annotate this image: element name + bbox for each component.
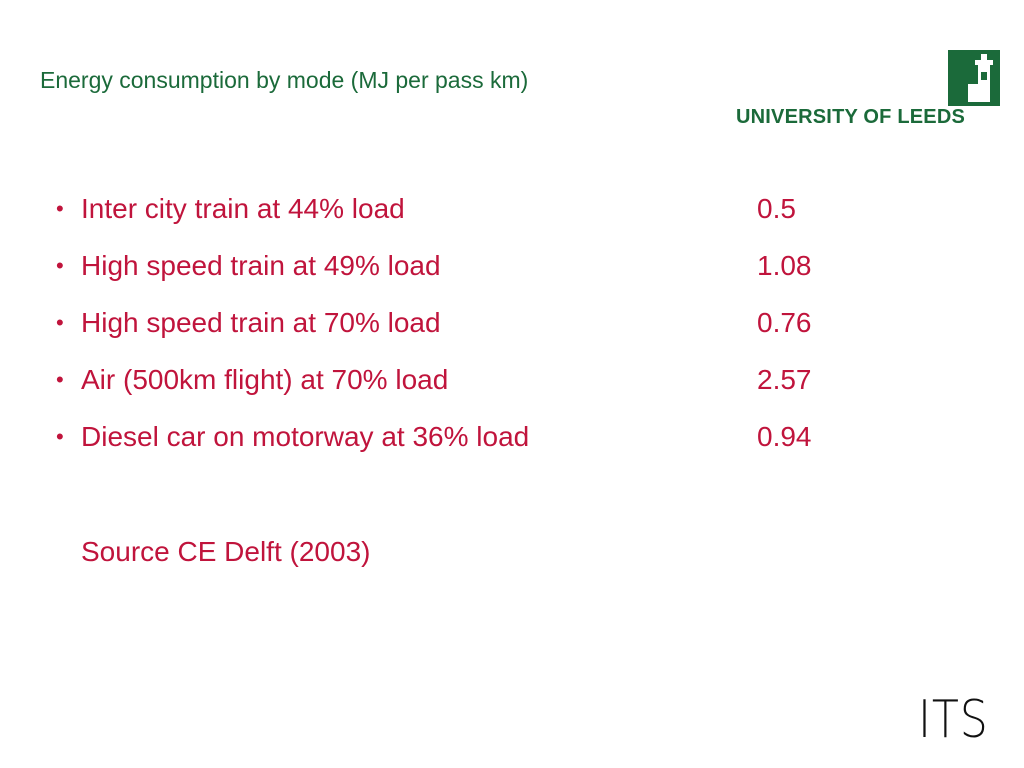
- source-note: Source CE Delft (2003): [81, 536, 371, 567]
- slide-title: Energy consumption by mode (MJ per pass …: [40, 67, 529, 93]
- its-logo: ITS: [918, 690, 989, 750]
- item-value: 0.5: [757, 193, 796, 224]
- item-value: 0.94: [757, 421, 812, 452]
- item-value: 2.57: [757, 364, 812, 395]
- item-label: High speed train at 70% load: [81, 307, 441, 338]
- item-label: Air (500km flight) at 70% load: [81, 364, 449, 395]
- bullet: •: [56, 196, 64, 221]
- item-value: 0.76: [757, 307, 812, 338]
- item-label: High speed train at 49% load: [81, 250, 441, 281]
- bullet: •: [56, 310, 64, 335]
- university-name: UNIVERSITY OF LEEDS: [736, 106, 966, 128]
- item-value: 1.08: [757, 250, 812, 281]
- item-label: Diesel car on motorway at 36% load: [81, 421, 530, 452]
- university-crest: [948, 50, 1000, 106]
- bullet: •: [56, 367, 64, 392]
- item-label: Inter city train at 44% load: [81, 193, 405, 224]
- bullet: •: [56, 424, 64, 449]
- bullet: •: [56, 253, 64, 278]
